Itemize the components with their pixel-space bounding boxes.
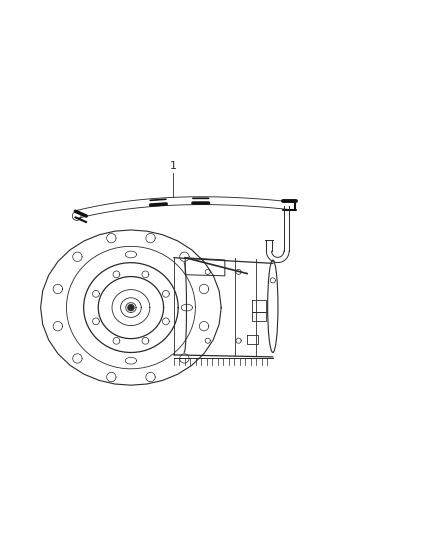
- Circle shape: [127, 304, 134, 311]
- Text: 1: 1: [170, 161, 177, 171]
